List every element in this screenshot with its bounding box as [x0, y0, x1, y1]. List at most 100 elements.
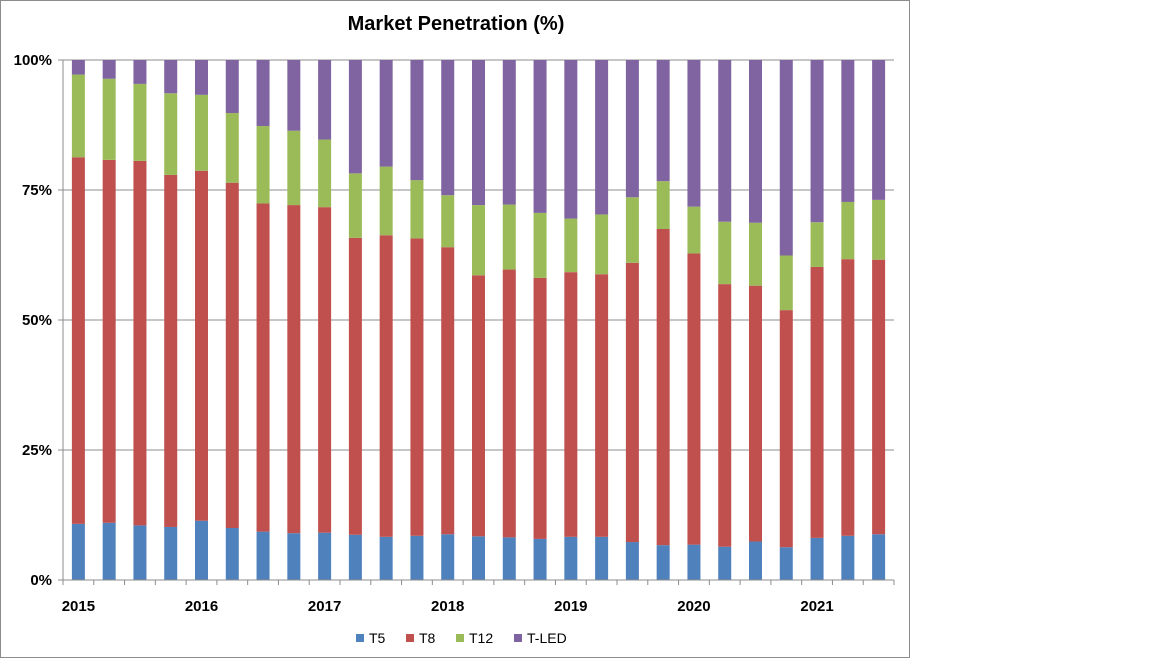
bar-segment-t-led — [841, 60, 855, 202]
bar-segment-t8 — [318, 207, 332, 533]
bar-segment-t8 — [718, 284, 732, 547]
bar-segment-t5 — [348, 534, 362, 580]
bar-segment-t8 — [749, 285, 762, 542]
legend-swatch — [406, 634, 414, 642]
bar-segment-t-led — [441, 60, 455, 196]
bar-segment-t12 — [564, 218, 578, 273]
bar-segment-t12 — [287, 130, 301, 206]
bar-segment-t12 — [102, 78, 116, 160]
bar-segment-t-led — [749, 60, 762, 223]
bar-segment-t12 — [533, 212, 547, 278]
bar-segment-t5 — [502, 537, 516, 580]
bar-segment-t-led — [533, 60, 547, 213]
bar-segment-t8 — [533, 277, 547, 539]
bar-segment-t8 — [810, 266, 824, 538]
bar-segment-t8 — [225, 182, 239, 528]
bar-segment-t8 — [348, 237, 362, 535]
chart-plot-area: 0% 25% 50% 75% 100% 2015 2016 2017 2018 2019 2020 2… — [14, 52, 895, 646]
bar-segment-t5 — [102, 522, 116, 580]
bar-segment-t12 — [318, 139, 332, 208]
bar-segment-t8 — [841, 259, 855, 536]
bar-segment-t5 — [472, 536, 485, 580]
legend-label: T8 — [419, 630, 436, 646]
bar-segment-t-led — [502, 60, 516, 205]
bar-segment-t8 — [779, 310, 793, 548]
legend-swatch — [514, 634, 522, 642]
legend-label: T-LED — [527, 630, 567, 646]
bar-segment-t5 — [872, 534, 886, 580]
bar-segment-t-led — [779, 60, 793, 256]
bar-segment-t12 — [872, 199, 886, 260]
bar-segment-t12 — [718, 221, 732, 285]
bar-segment-t12 — [656, 181, 670, 229]
bar-segment-t8 — [472, 275, 485, 537]
bar-segment-t12 — [749, 222, 762, 286]
legend-label: T5 — [369, 630, 386, 646]
bar-segment-t12 — [195, 94, 208, 171]
bar-segment-t-led — [348, 60, 362, 174]
bar-segment-t8 — [133, 160, 147, 526]
bar-segment-t8 — [441, 247, 455, 535]
bar-segment-t-led — [256, 60, 270, 127]
y-tick-label: 25% — [22, 442, 52, 459]
bar-segment-t-led — [102, 60, 116, 79]
bar-segment-t12 — [225, 113, 239, 183]
bar-segment-t8 — [872, 259, 886, 535]
bar-segment-t12 — [441, 195, 455, 248]
bar-segment-t5 — [318, 532, 332, 580]
x-tick-label: 2020 — [677, 598, 710, 615]
bar-segment-t5 — [71, 523, 85, 580]
bar-segment-t5 — [810, 537, 824, 580]
bar-segment-t5 — [379, 536, 393, 580]
bar-segment-t12 — [71, 74, 85, 158]
bar-segment-t5 — [441, 534, 455, 580]
bar-segment-t5 — [533, 538, 547, 580]
x-tick-label: 2018 — [431, 598, 464, 615]
bar-segment-t-led — [718, 60, 732, 222]
bar-segment-t-led — [472, 60, 485, 206]
y-tick-label: 0% — [30, 572, 52, 589]
bar-segment-t8 — [656, 229, 670, 546]
bar-segment-t-led — [872, 60, 886, 200]
bar-segment-t5 — [595, 536, 609, 580]
bar-segment-t8 — [287, 205, 301, 534]
bar-segment-t8 — [379, 235, 393, 537]
bar-segment-t5 — [687, 544, 701, 580]
bar-segment-t5 — [164, 526, 178, 580]
bars — [71, 60, 886, 580]
bar-segment-t12 — [687, 206, 701, 254]
bar-segment-t12 — [502, 204, 516, 270]
bar-segment-t5 — [564, 536, 578, 580]
y-tick-label: 100% — [14, 52, 52, 69]
x-tick-label: 2021 — [800, 598, 833, 615]
bar-segment-t12 — [348, 173, 362, 238]
bar-segment-t-led — [318, 60, 332, 140]
legend: T5 T8 T12 T-LED — [356, 630, 567, 646]
bar-segment-t12 — [410, 180, 424, 239]
bar-segment-t5 — [841, 535, 855, 580]
bar-segment-t12 — [810, 222, 824, 267]
bar-segment-t-led — [625, 60, 639, 198]
bar-segment-t12 — [779, 255, 793, 311]
axes: 0% 25% 50% 75% 100% 2015 2016 2017 2018 2019 2020 2… — [14, 52, 895, 615]
bar-segment-t12 — [256, 126, 270, 204]
bar-segment-t8 — [564, 272, 578, 537]
bar-segment-t8 — [410, 238, 424, 536]
bar-segment-t-led — [133, 60, 147, 84]
bar-segment-t-led — [410, 60, 424, 181]
bar-segment-t-led — [71, 60, 85, 75]
x-tick-label: 2017 — [308, 598, 341, 615]
x-tick-label: 2016 — [185, 598, 218, 615]
bar-segment-t12 — [841, 201, 855, 260]
bar-segment-t8 — [595, 274, 609, 537]
bar-segment-t8 — [502, 269, 516, 538]
bar-segment-t-led — [687, 60, 701, 207]
bar-segment-t12 — [595, 214, 609, 275]
bar-segment-t5 — [749, 541, 762, 580]
bar-segment-t12 — [472, 205, 485, 276]
bar-segment-t8 — [71, 157, 85, 524]
bar-segment-t5 — [625, 542, 639, 580]
bar-segment-t-led — [287, 60, 301, 131]
bar-segment-t12 — [133, 83, 147, 161]
bar-segment-t-led — [595, 60, 609, 215]
